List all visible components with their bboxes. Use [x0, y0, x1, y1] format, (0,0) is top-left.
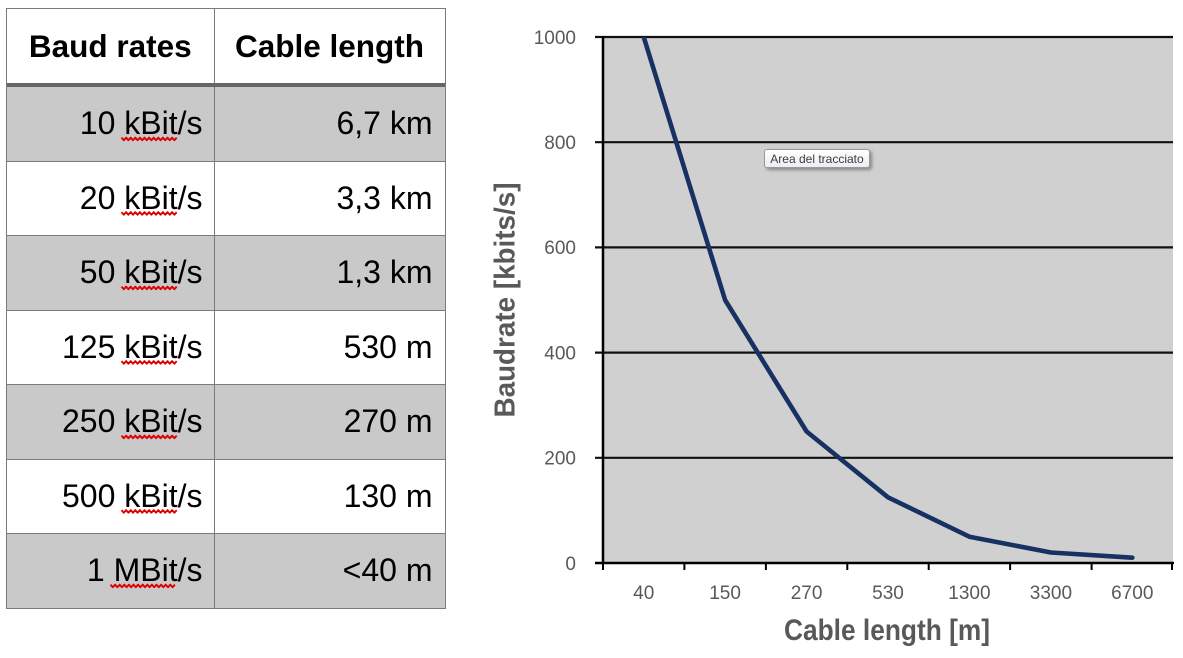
svg-text:800: 800: [544, 133, 576, 154]
svg-text:150: 150: [709, 583, 741, 604]
svg-text:0: 0: [565, 554, 576, 575]
svg-text:200: 200: [544, 449, 576, 470]
svg-text:6700: 6700: [1111, 583, 1153, 604]
svg-text:400: 400: [544, 343, 576, 364]
svg-text:Baudrate [kbits/s]: Baudrate [kbits/s]: [490, 183, 522, 418]
svg-text:1000: 1000: [534, 28, 576, 49]
svg-text:3300: 3300: [1030, 583, 1072, 604]
svg-text:40: 40: [633, 583, 654, 604]
svg-text:Cable length [m]: Cable length [m]: [784, 614, 990, 647]
svg-text:1300: 1300: [948, 583, 990, 604]
svg-text:270: 270: [791, 583, 823, 604]
svg-text:530: 530: [872, 583, 904, 604]
svg-text:600: 600: [544, 238, 576, 259]
